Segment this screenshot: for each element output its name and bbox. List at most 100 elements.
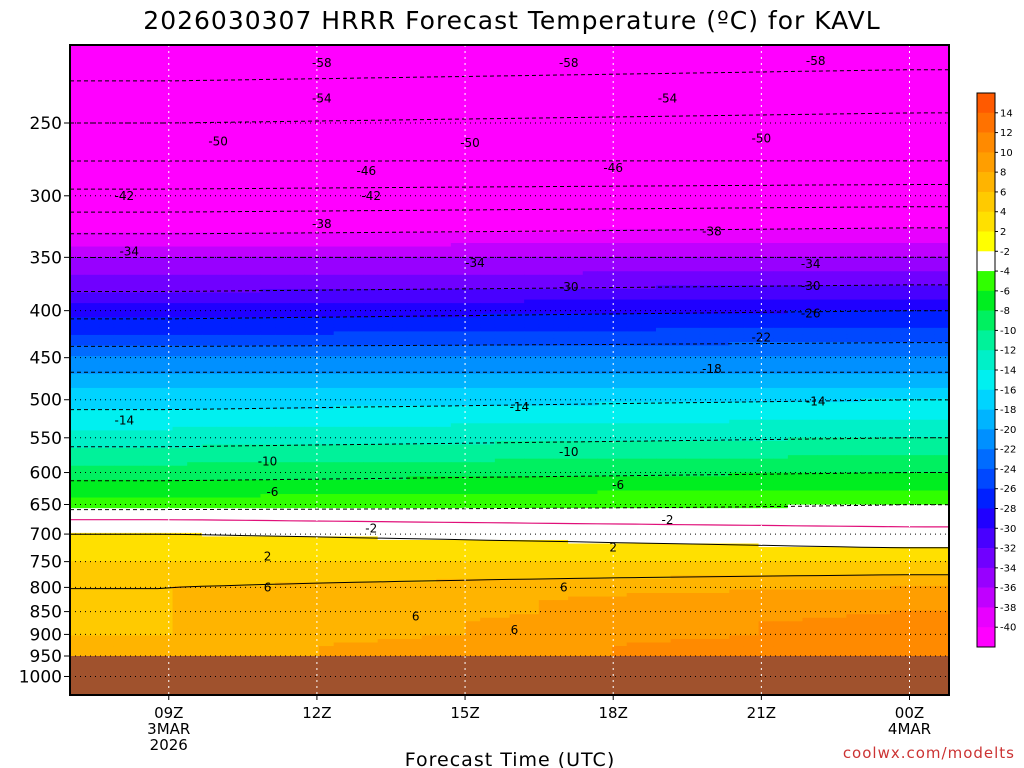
temperature-cell <box>216 62 232 67</box>
temperature-cell <box>494 218 511 223</box>
temperature-cell <box>187 197 203 202</box>
temperature-cell <box>626 119 642 124</box>
temperature-cell <box>260 225 276 230</box>
temperature-cell <box>743 172 760 177</box>
temperature-cell <box>304 122 320 127</box>
temperature-cell <box>729 243 745 248</box>
temperature-cell <box>714 182 730 188</box>
temperature-cell <box>802 243 818 248</box>
temperature-cell <box>787 45 804 50</box>
temperature-cell <box>406 246 423 251</box>
temperature-cell <box>743 228 760 233</box>
temperature-cell <box>743 98 760 103</box>
temperature-cell <box>245 278 262 283</box>
temperature-cell <box>846 140 862 145</box>
temperature-cell <box>905 303 921 308</box>
temperature-cell <box>304 221 320 226</box>
temperature-cell <box>626 243 642 248</box>
temperature-cell <box>406 207 423 212</box>
temperature-cell <box>641 267 657 272</box>
temperature-cell <box>348 179 364 184</box>
temperature-cell <box>729 144 745 149</box>
temperature-cell <box>670 207 686 212</box>
temperature-cell <box>699 98 716 103</box>
temperature-cell <box>480 306 496 311</box>
temperature-cell <box>99 306 115 311</box>
temperature-cell <box>831 228 848 233</box>
temperature-cell <box>450 197 467 202</box>
temperature-cell <box>568 274 584 279</box>
temperature-cell <box>626 144 642 149</box>
temperature-cell <box>670 126 686 131</box>
temperature-cell <box>831 197 848 202</box>
temperature-cell <box>656 274 672 279</box>
temperature-cell <box>245 151 262 156</box>
temperature-cell <box>861 267 877 272</box>
temperature-cell <box>392 267 408 272</box>
temperature-cell <box>802 232 818 237</box>
temperature-cell <box>714 200 730 205</box>
temperature-cell <box>758 250 774 255</box>
temperature-cell <box>348 76 364 81</box>
temperature-cell <box>436 69 452 74</box>
temperature-cell <box>436 119 452 124</box>
temperature-cell <box>260 73 276 78</box>
temperature-cell <box>582 306 598 311</box>
temperature-cell <box>128 189 144 195</box>
temperature-cell <box>787 87 804 92</box>
temperature-cell <box>656 90 672 96</box>
temperature-cell <box>406 98 423 103</box>
temperature-cell <box>773 243 789 248</box>
temperature-cell <box>846 52 862 57</box>
temperature-cell <box>715 34 730 38</box>
temperature-cell <box>861 197 877 202</box>
temperature-cell <box>861 218 877 223</box>
temperature-cell <box>436 278 452 283</box>
temperature-cell <box>743 306 760 311</box>
temperature-cell <box>231 246 247 251</box>
temperature-cell <box>612 264 628 269</box>
temperature-cell <box>568 172 584 177</box>
temperature-cell <box>509 59 525 64</box>
temperature-cell <box>348 108 364 113</box>
temperature-cell <box>685 197 701 202</box>
temperature-cell <box>773 172 789 177</box>
temperature-cell <box>465 161 481 166</box>
temperature-cell <box>582 264 598 269</box>
temperature-cell <box>450 292 467 297</box>
temperature-cell <box>304 80 320 85</box>
temperature-cell <box>304 257 320 262</box>
temperature-cell <box>172 144 188 149</box>
temperature-cell <box>99 235 115 241</box>
temperature-cell <box>348 140 364 145</box>
temperature-cell <box>729 200 745 205</box>
temperature-cell <box>304 115 320 120</box>
temperature-cell <box>714 144 730 149</box>
temperature-cell <box>787 172 804 177</box>
temperature-cell <box>699 69 716 74</box>
temperature-cell <box>656 303 672 308</box>
temperature-cell <box>289 175 305 180</box>
temperature-cell <box>773 250 789 255</box>
temperature-cell <box>582 288 598 294</box>
temperature-cell <box>670 228 686 233</box>
temperature-cell <box>582 246 598 251</box>
temperature-cell <box>363 45 379 50</box>
temperature-cell <box>597 296 613 301</box>
temperature-cell <box>319 90 335 96</box>
temperature-cell <box>758 133 774 138</box>
temperature-cell <box>934 260 949 265</box>
temperature-cell <box>392 147 408 152</box>
temperature-cell <box>626 189 642 195</box>
temperature-cell <box>450 172 467 177</box>
temperature-cell <box>934 66 949 71</box>
temperature-cell <box>319 310 335 315</box>
temperature-cell <box>157 228 174 233</box>
temperature-cell <box>846 221 862 226</box>
temperature-cell <box>113 186 130 191</box>
temperature-cell <box>831 66 848 71</box>
temperature-cell <box>231 140 247 145</box>
temperature-cell <box>333 296 349 301</box>
temperature-cell <box>524 175 540 180</box>
temperature-cell <box>612 232 628 237</box>
